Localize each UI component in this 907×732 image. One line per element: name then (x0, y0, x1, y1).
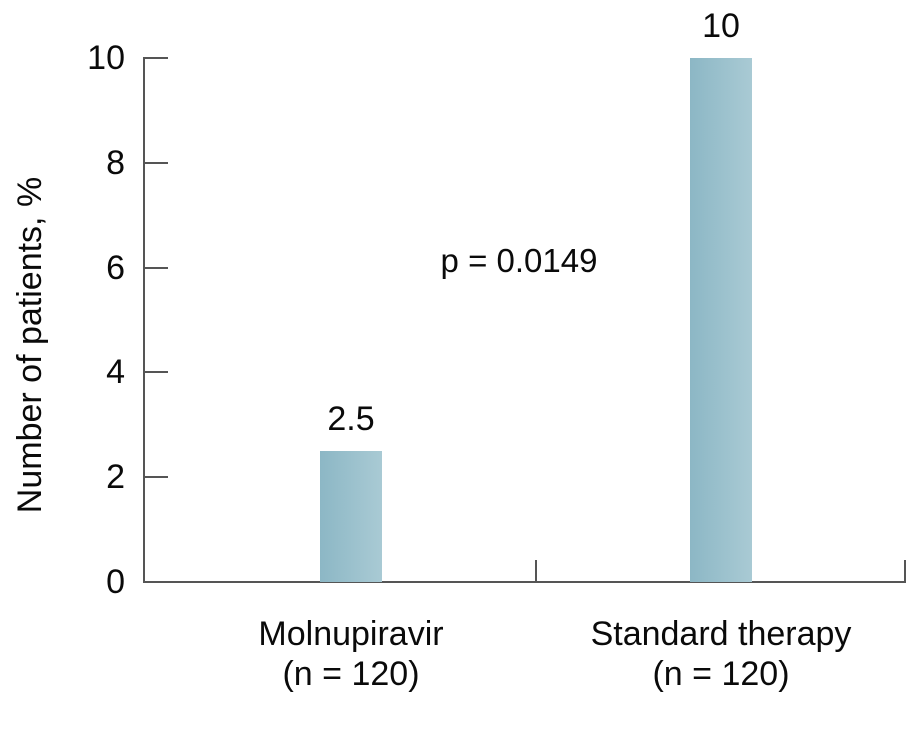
y-tick-label: 10 (87, 39, 125, 77)
y-tick-mark (143, 161, 168, 164)
bar-value-label: 10 (702, 7, 740, 45)
y-tick-label: 8 (106, 143, 125, 182)
y-tick-mark (143, 57, 168, 59)
y-tick-label: 4 (106, 353, 125, 392)
category-label: Standard therapy (n = 120) (541, 614, 901, 694)
y-tick-label: 2 (106, 458, 125, 497)
category-sublabel: (n = 120) (652, 655, 790, 693)
bar-standard-therapy (690, 58, 752, 582)
y-axis-line (143, 58, 145, 583)
x-tick-mark (904, 560, 906, 583)
y-tick-mark (143, 476, 168, 479)
x-axis-line (143, 581, 905, 583)
x-tick-mark (535, 560, 537, 583)
y-tick-label: 6 (106, 248, 125, 287)
y-tick-mark (143, 266, 168, 269)
p-value-annotation: p = 0.0149 (440, 242, 598, 279)
category-name: Molnupiravir (258, 615, 444, 653)
category-label: Molnupiravir (n = 120) (171, 614, 531, 694)
category-sublabel: (n = 120) (282, 655, 420, 693)
bar-molnupiravir (320, 451, 382, 582)
bar-value-label: 2.5 (327, 400, 375, 438)
category-name: Standard therapy (590, 615, 852, 653)
y-tick-mark (143, 371, 168, 374)
y-tick-label: 0 (106, 563, 125, 601)
